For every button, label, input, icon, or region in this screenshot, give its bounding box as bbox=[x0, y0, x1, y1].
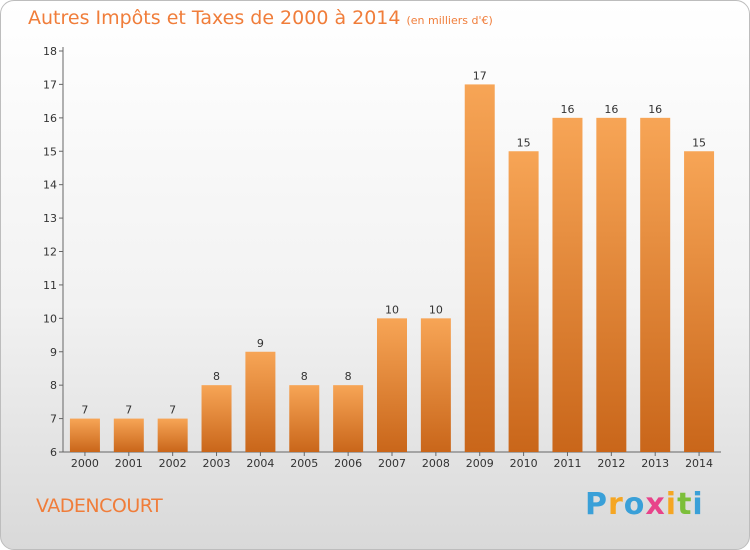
bar-value-label: 16 bbox=[560, 103, 574, 116]
chart-title-text: Autres Impôts et Taxes de 2000 à 2014 bbox=[28, 7, 401, 29]
logo-letter: x bbox=[645, 487, 666, 522]
bar-value-label: 10 bbox=[385, 303, 399, 316]
x-tick-label: 2002 bbox=[159, 457, 187, 470]
y-tick-label: 9 bbox=[50, 346, 57, 359]
bar-value-label: 15 bbox=[517, 136, 531, 149]
bar bbox=[684, 151, 715, 452]
bar-value-label: 7 bbox=[125, 404, 132, 417]
x-tick-label: 2011 bbox=[553, 457, 581, 470]
x-tick-label: 2000 bbox=[71, 457, 99, 470]
y-tick-label: 7 bbox=[50, 413, 57, 426]
y-tick-label: 15 bbox=[43, 145, 57, 158]
bar-value-label: 7 bbox=[81, 404, 88, 417]
x-tick-label: 2005 bbox=[290, 457, 318, 470]
bar bbox=[420, 318, 451, 452]
y-tick-label: 16 bbox=[43, 112, 57, 125]
bar bbox=[333, 385, 364, 452]
x-tick-label: 2003 bbox=[203, 457, 231, 470]
logo-letter: i bbox=[692, 487, 704, 522]
bar-value-label: 8 bbox=[301, 370, 308, 383]
commune-name: VADENCOURT bbox=[36, 495, 163, 517]
y-tick-label: 18 bbox=[43, 45, 57, 58]
bar bbox=[596, 117, 627, 452]
x-tick-label: 2001 bbox=[115, 457, 143, 470]
bar bbox=[508, 151, 539, 452]
logo-letter: t bbox=[677, 487, 693, 522]
x-tick-label: 2010 bbox=[510, 457, 538, 470]
logo-letter: P bbox=[585, 487, 608, 522]
x-tick-label: 2008 bbox=[422, 457, 450, 470]
x-tick-label: 2007 bbox=[378, 457, 406, 470]
bar bbox=[245, 351, 276, 452]
bar bbox=[377, 318, 407, 452]
proxiti-logo: Proxiti bbox=[585, 487, 704, 522]
bar-value-label: 15 bbox=[692, 136, 706, 149]
x-tick-label: 2006 bbox=[334, 457, 362, 470]
bar bbox=[201, 385, 232, 452]
y-tick-label: 14 bbox=[43, 179, 57, 192]
bar bbox=[69, 418, 100, 452]
logo-letter: o bbox=[623, 487, 646, 522]
y-tick-label: 6 bbox=[50, 446, 57, 459]
logo-letter: i bbox=[665, 487, 678, 522]
bar bbox=[552, 117, 583, 452]
x-tick-label: 2013 bbox=[641, 457, 669, 470]
bar bbox=[113, 418, 144, 452]
bar bbox=[157, 418, 188, 452]
bar bbox=[640, 117, 671, 452]
y-tick-label: 12 bbox=[43, 246, 57, 259]
logo-letter: r bbox=[608, 487, 624, 522]
bar-value-label: 8 bbox=[345, 370, 352, 383]
x-tick-label: 2004 bbox=[246, 457, 274, 470]
bar-value-label: 10 bbox=[429, 303, 443, 316]
bar-value-label: 9 bbox=[257, 337, 264, 350]
bar-value-label: 16 bbox=[648, 103, 662, 116]
y-tick-label: 11 bbox=[43, 279, 57, 292]
x-tick-label: 2014 bbox=[685, 457, 713, 470]
y-tick-label: 10 bbox=[43, 312, 57, 325]
y-tick-label: 8 bbox=[50, 379, 57, 392]
y-tick-label: 17 bbox=[43, 78, 57, 91]
unit-note: (en milliers d'€) bbox=[406, 14, 493, 27]
x-tick-label: 2009 bbox=[466, 457, 494, 470]
y-tick-label: 13 bbox=[43, 212, 57, 225]
bar-value-label: 8 bbox=[213, 370, 220, 383]
bar bbox=[289, 385, 320, 452]
x-tick-label: 2012 bbox=[597, 457, 625, 470]
bar-value-label: 7 bbox=[169, 404, 176, 417]
bar bbox=[464, 84, 495, 453]
chart-title: Autres Impôts et Taxes de 2000 à 2014 (en… bbox=[28, 7, 493, 29]
bar-value-label: 17 bbox=[473, 69, 487, 82]
bar-value-label: 16 bbox=[604, 103, 618, 116]
